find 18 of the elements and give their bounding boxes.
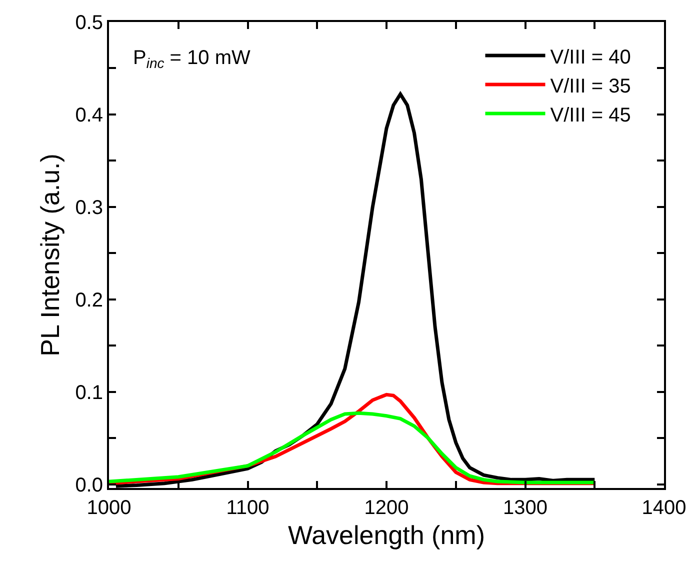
- y-tick-label: 0.2: [75, 289, 103, 312]
- y-tick-label: 0.0: [75, 474, 103, 496]
- x-tick-label: 1100: [226, 497, 270, 519]
- legend-label: V/III = 45: [550, 104, 631, 126]
- x-axis-title: Wavelength (nm): [288, 520, 485, 550]
- y-tick-label: 0.1: [75, 382, 103, 404]
- y-tick-label: 0.4: [75, 104, 103, 126]
- x-tick-label: 1400: [642, 497, 686, 519]
- x-tick-label: 1300: [503, 497, 548, 519]
- line-series: [109, 411, 596, 484]
- legend-label: V/III = 35: [550, 75, 631, 98]
- annotation: P$_{inc}$ = 10 mW: [133, 47, 251, 72]
- x-tick-label: 1000: [86, 497, 132, 519]
- x-tick-label: 1200: [364, 497, 409, 519]
- legend-label: V/III = 40: [550, 46, 631, 68]
- y-axis-title: PL Intensity (a.u.): [35, 154, 66, 356]
- y-tick-label: 0.5: [75, 12, 103, 34]
- y-tick-label: 0.3: [75, 196, 103, 219]
